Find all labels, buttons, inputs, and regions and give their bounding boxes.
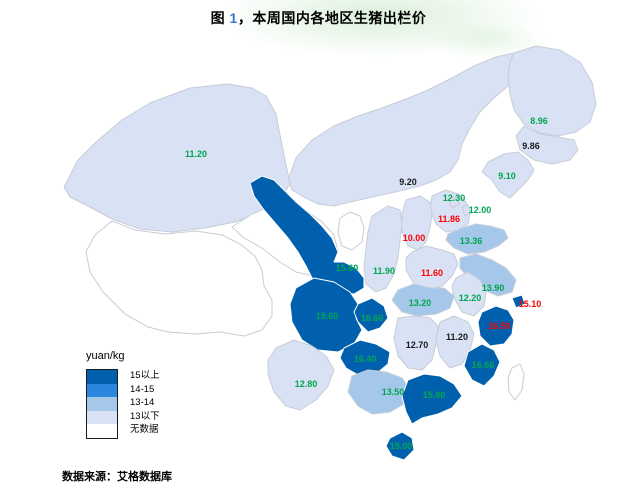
figure-title-text: ，本周国内各地区生猪出栏价 [237,10,427,26]
province-fujian [463,343,501,387]
legend: yuan/kg 15以上 14-15 13-14 13以下无数据 [86,350,160,439]
price-label-yunnan: 12.80 [295,379,318,389]
province-shaanxi [363,205,403,293]
price-label-jilin: 9.86 [522,141,540,151]
province-shanghai [511,294,526,309]
legend-label-above15: 15以上 [130,370,160,381]
price-label-inner-mongolia: 9.20 [399,177,417,187]
province-liaoning [481,151,535,199]
legend-swatch-below13 [87,410,117,425]
legend-label-b13to14: 13-14 [130,397,155,409]
province-yunnan [267,339,335,411]
province-jilin [515,125,579,165]
figure-title-prefix: 图 [210,10,230,26]
province-anhui [451,271,487,317]
price-label-zhejiang: 16.50 [488,321,511,331]
price-label-shanxi: 10.00 [403,233,426,243]
province-tianjin [461,204,472,217]
province-hainan [385,431,415,461]
price-label-hubei: 13.20 [409,298,432,308]
province-ningxia [337,211,365,251]
province-guangdong [401,373,463,425]
province-taiwan [507,363,525,401]
legend-swatch-column [86,369,118,439]
price-label-xinjiang: 11.20 [185,149,207,159]
price-label-gansu: 15.60 [336,263,359,273]
price-label-chongqing: 16.60 [361,313,384,323]
price-label-jiangxi: 11.20 [446,332,468,342]
province-inner-mongolia [287,52,525,207]
data-source: 数据来源：艾格数据库 [62,471,172,483]
price-label-tianjin: 12.00 [469,205,492,215]
price-label-liaoning: 9.10 [498,171,516,181]
legend-unit: yuan/kg [86,350,125,362]
price-label-jiangsu: 13.90 [482,283,505,293]
price-label-hainan: 15.00 [390,441,413,451]
price-label-guangxi: 13.50 [382,387,405,397]
price-label-hebei: 11.86 [438,214,460,224]
legend-swatch-above15 [87,370,117,384]
legend-label-nodata: 无数据 [130,424,159,436]
province-xinjiang [63,83,291,233]
price-label-guangdong: 15.80 [423,390,446,400]
province-zhejiang [477,305,515,347]
legend-swatch-b14to15 [87,383,117,398]
province-beijing [447,196,460,209]
province-tibet [85,220,273,337]
province-henan [405,245,459,291]
legend-label-below13: 13以下 [130,410,160,422]
legend-swatch-nodata [87,424,117,438]
province-heilongjiang [507,45,597,137]
legend-label-b14to15: 14-15 [130,383,155,395]
province-gansu [249,175,365,295]
province-chongqing [353,297,389,333]
legend-swatch-b13to14 [87,397,117,411]
province-shandong [445,223,509,255]
province-hunan [393,315,439,371]
price-label-fujian: 16.66 [472,360,495,370]
province-jiangxi [435,315,475,369]
price-label-henan: 11.60 [421,268,443,278]
price-label-hunan: 12.70 [406,340,429,350]
figure-title: 图 1，本周国内各地区生猪出栏价 [0,8,637,28]
price-label-shaanxi: 11.90 [373,266,395,276]
price-label-shandong: 13.36 [460,236,483,246]
province-guizhou [339,339,391,377]
price-label-heilongjiang: 8.96 [530,116,548,126]
price-label-anhui: 12.20 [459,293,482,303]
province-hubei [391,283,455,317]
price-label-beijing: 12.30 [443,193,466,203]
province-sichuan [289,277,363,353]
price-label-guizhou: 16.40 [354,354,377,364]
price-label-shanghai: 15.10 [519,299,542,309]
province-hebei [429,189,471,233]
price-label-sichuan: 19.60 [316,311,339,321]
figure-number: 1 [229,10,238,26]
legend-label-column: 15以上 14-15 13-14 13以下无数据 [130,369,160,439]
